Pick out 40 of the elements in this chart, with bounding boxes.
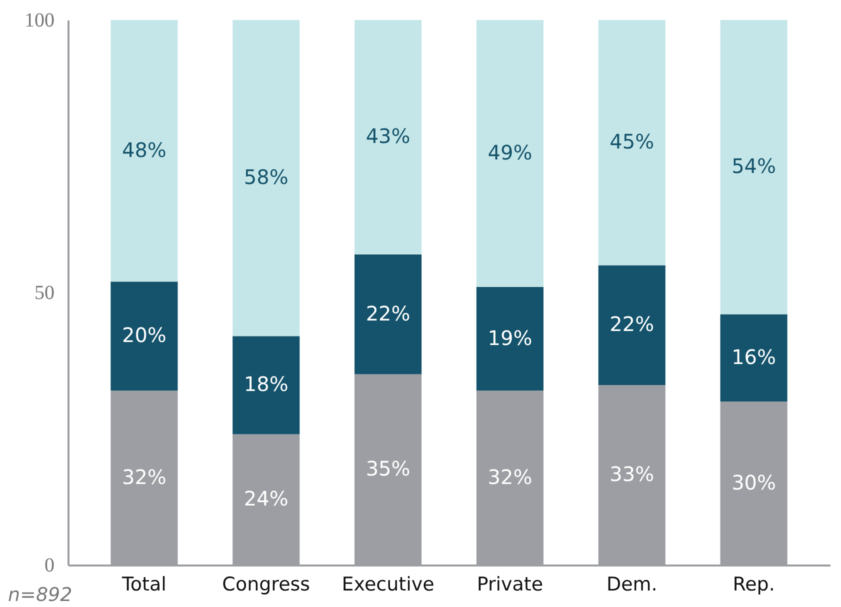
data-label: 32% bbox=[488, 464, 532, 489]
bar bbox=[720, 314, 788, 402]
bar bbox=[110, 282, 178, 391]
x-tick-label: Rep. bbox=[732, 574, 775, 596]
x-tick-label: Executive bbox=[342, 574, 434, 596]
data-label: 35% bbox=[366, 456, 410, 481]
bar bbox=[232, 20, 300, 336]
data-label: 22% bbox=[366, 301, 410, 326]
bar bbox=[720, 20, 788, 314]
x-tick-label: Congress bbox=[222, 574, 310, 596]
x-tick-label: Total bbox=[121, 574, 166, 596]
data-label: 54% bbox=[732, 154, 776, 178]
bar bbox=[232, 336, 300, 434]
bar bbox=[110, 20, 178, 282]
bar bbox=[354, 20, 422, 254]
data-label: 32% bbox=[122, 464, 166, 489]
data-label: 45% bbox=[610, 130, 654, 154]
y-tick-label: 50 bbox=[34, 282, 54, 304]
data-label: 48% bbox=[122, 138, 166, 162]
data-label: 24% bbox=[244, 486, 288, 511]
text: n=892 bbox=[8, 584, 72, 606]
data-label: 18% bbox=[244, 372, 288, 396]
data-label: 30% bbox=[732, 470, 776, 494]
bar bbox=[598, 20, 666, 266]
bar bbox=[354, 254, 422, 374]
bar bbox=[476, 20, 544, 288]
data-label: 19% bbox=[488, 326, 532, 350]
x-tick-label: Dem. bbox=[606, 574, 658, 596]
data-label: 16% bbox=[732, 344, 776, 369]
y-tick-label: 100 bbox=[24, 10, 54, 32]
data-label: 20% bbox=[122, 323, 166, 348]
bar bbox=[598, 265, 666, 386]
data-label: 22% bbox=[610, 312, 654, 336]
x-tick-label: Private bbox=[476, 574, 544, 596]
data-label: 58% bbox=[244, 165, 288, 190]
data-label: 49% bbox=[488, 140, 532, 165]
y-tick-label: 0 bbox=[44, 554, 54, 576]
data-label: 33% bbox=[610, 462, 654, 486]
bar bbox=[476, 287, 544, 391]
data-label: 43% bbox=[366, 124, 410, 148]
